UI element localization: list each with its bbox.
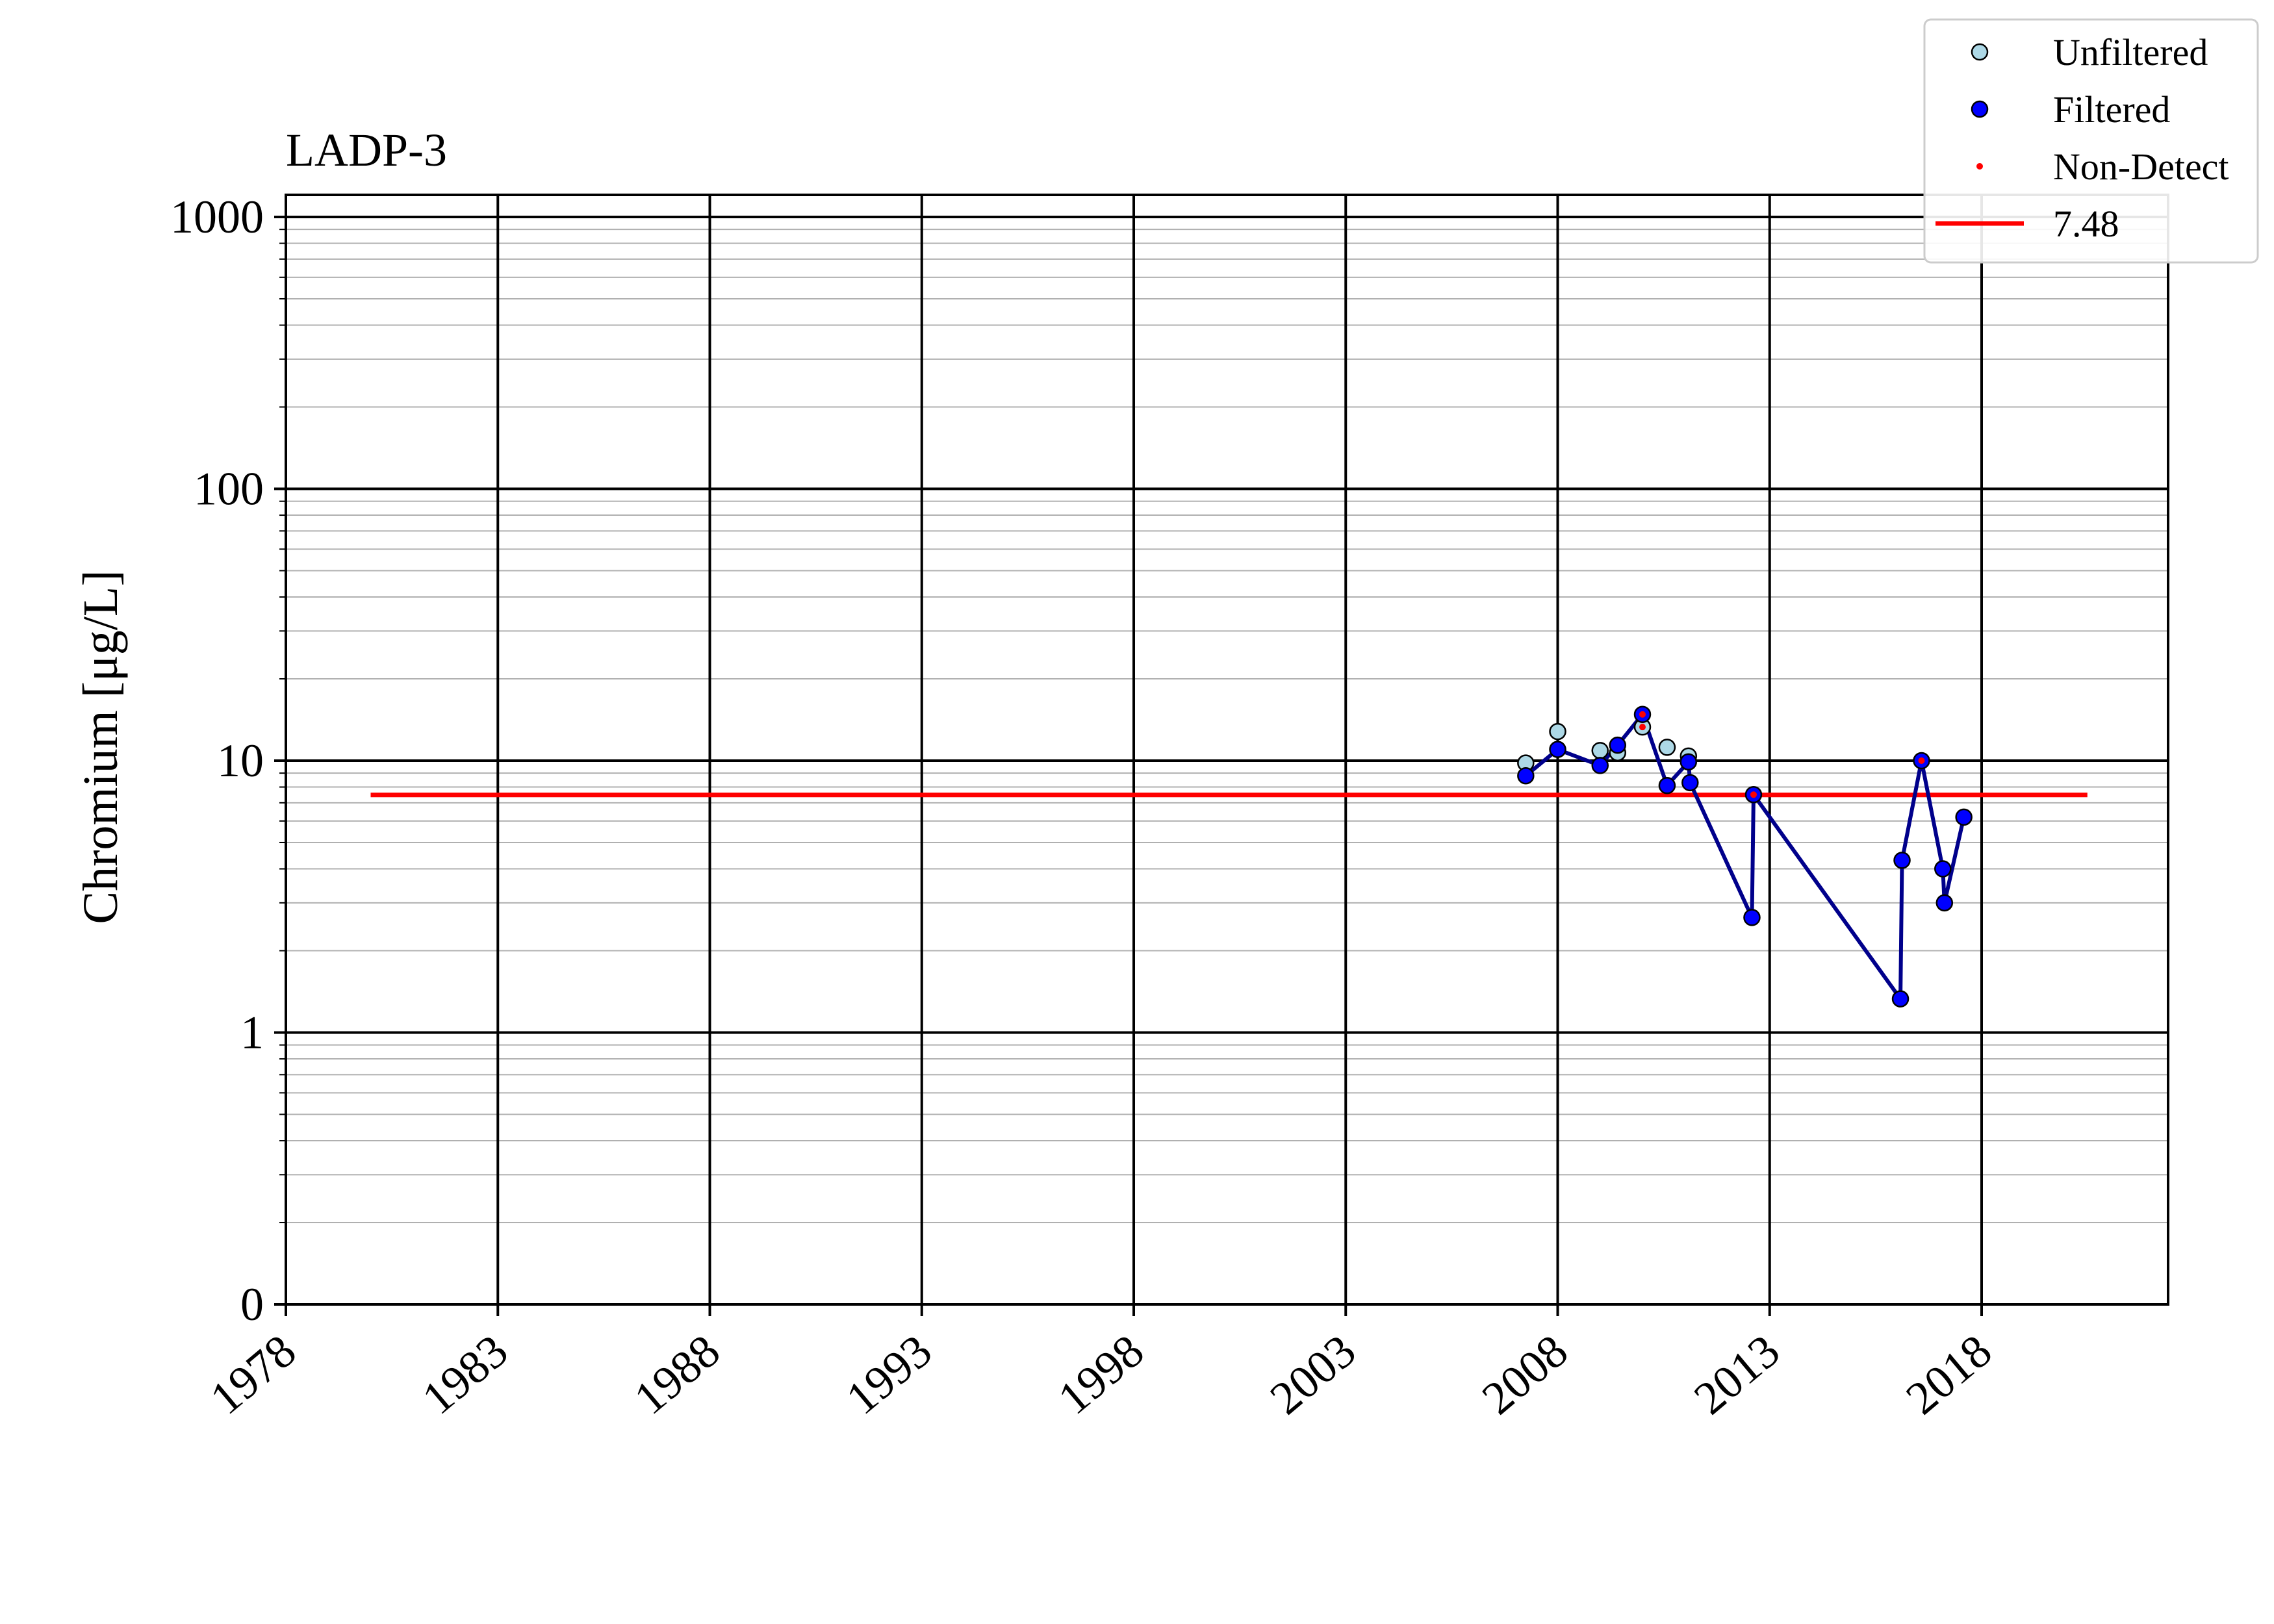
y-tick-label: 0 [240,1278,264,1330]
filtered-point [1591,757,1609,774]
filtered-point [1517,767,1535,785]
filtered-point [1549,741,1566,758]
x-tick-label: 1983 [413,1325,518,1425]
unfiltered-point [1549,722,1566,741]
series-layer [1517,705,1973,1008]
legend-label: Unfiltered [2053,31,2208,73]
legend-dot [1976,163,1983,170]
unfiltered-point [1658,739,1676,756]
filtered-point [1955,808,1973,826]
x-tick-label: 1978 [201,1325,306,1425]
legend-marker [1971,43,1989,61]
plot-frame [285,194,2169,1306]
y-tick-label: 1 [240,1007,264,1059]
non-detect-point [1750,791,1757,798]
x-tick-label: 2008 [1472,1325,1578,1425]
legend-label: Non-Detect [2053,146,2229,188]
legend-marker [1971,100,1989,118]
non-detect-point [1639,724,1646,731]
non-detect-point [1918,757,1925,764]
filtered-point [1609,736,1626,754]
filtered-point [1891,990,1910,1008]
x-tick-label: 1993 [836,1325,941,1425]
legend: Unfiltered Filtered Non-Detect 7.48 [1923,18,2259,264]
x-tick-label: 2018 [1897,1325,2002,1425]
y-tick-label: 1000 [170,191,264,243]
filtered-point [1681,774,1699,792]
filtered-point [1893,852,1911,869]
filtered-point [1934,860,1952,878]
x-tick-label: 2003 [1260,1325,1366,1425]
minor-gridlines [286,229,2168,1224]
non-detect-point [1639,711,1646,718]
y-axis-label: Chromium [μg/L] [73,570,128,924]
chart-title: LADP-3 [286,124,447,176]
y-tick-label: 10 [217,735,264,787]
x-tick-label: 1998 [1049,1325,1154,1425]
filtered-point [1743,909,1761,926]
axis-ticks [274,216,1983,1316]
filtered-point [1680,753,1698,771]
y-tick-label: 100 [194,463,264,515]
filtered-series-line [1524,712,1966,1001]
legend-label: 7.48 [2053,203,2119,245]
major-gridlines [285,195,2168,1306]
unfiltered-point [1591,742,1609,759]
tick-labels: 0 1 10 100 1000 1978 1983 1988 1993 1998 2003 2008 2… [170,191,2001,1425]
legend-label: Filtered [2053,88,2170,131]
filtered-point [1935,894,1954,912]
x-tick-label: 2013 [1684,1325,1789,1425]
x-tick-label: 1988 [624,1325,730,1425]
filtered-point [1658,777,1676,794]
legend-box [1923,18,2259,264]
